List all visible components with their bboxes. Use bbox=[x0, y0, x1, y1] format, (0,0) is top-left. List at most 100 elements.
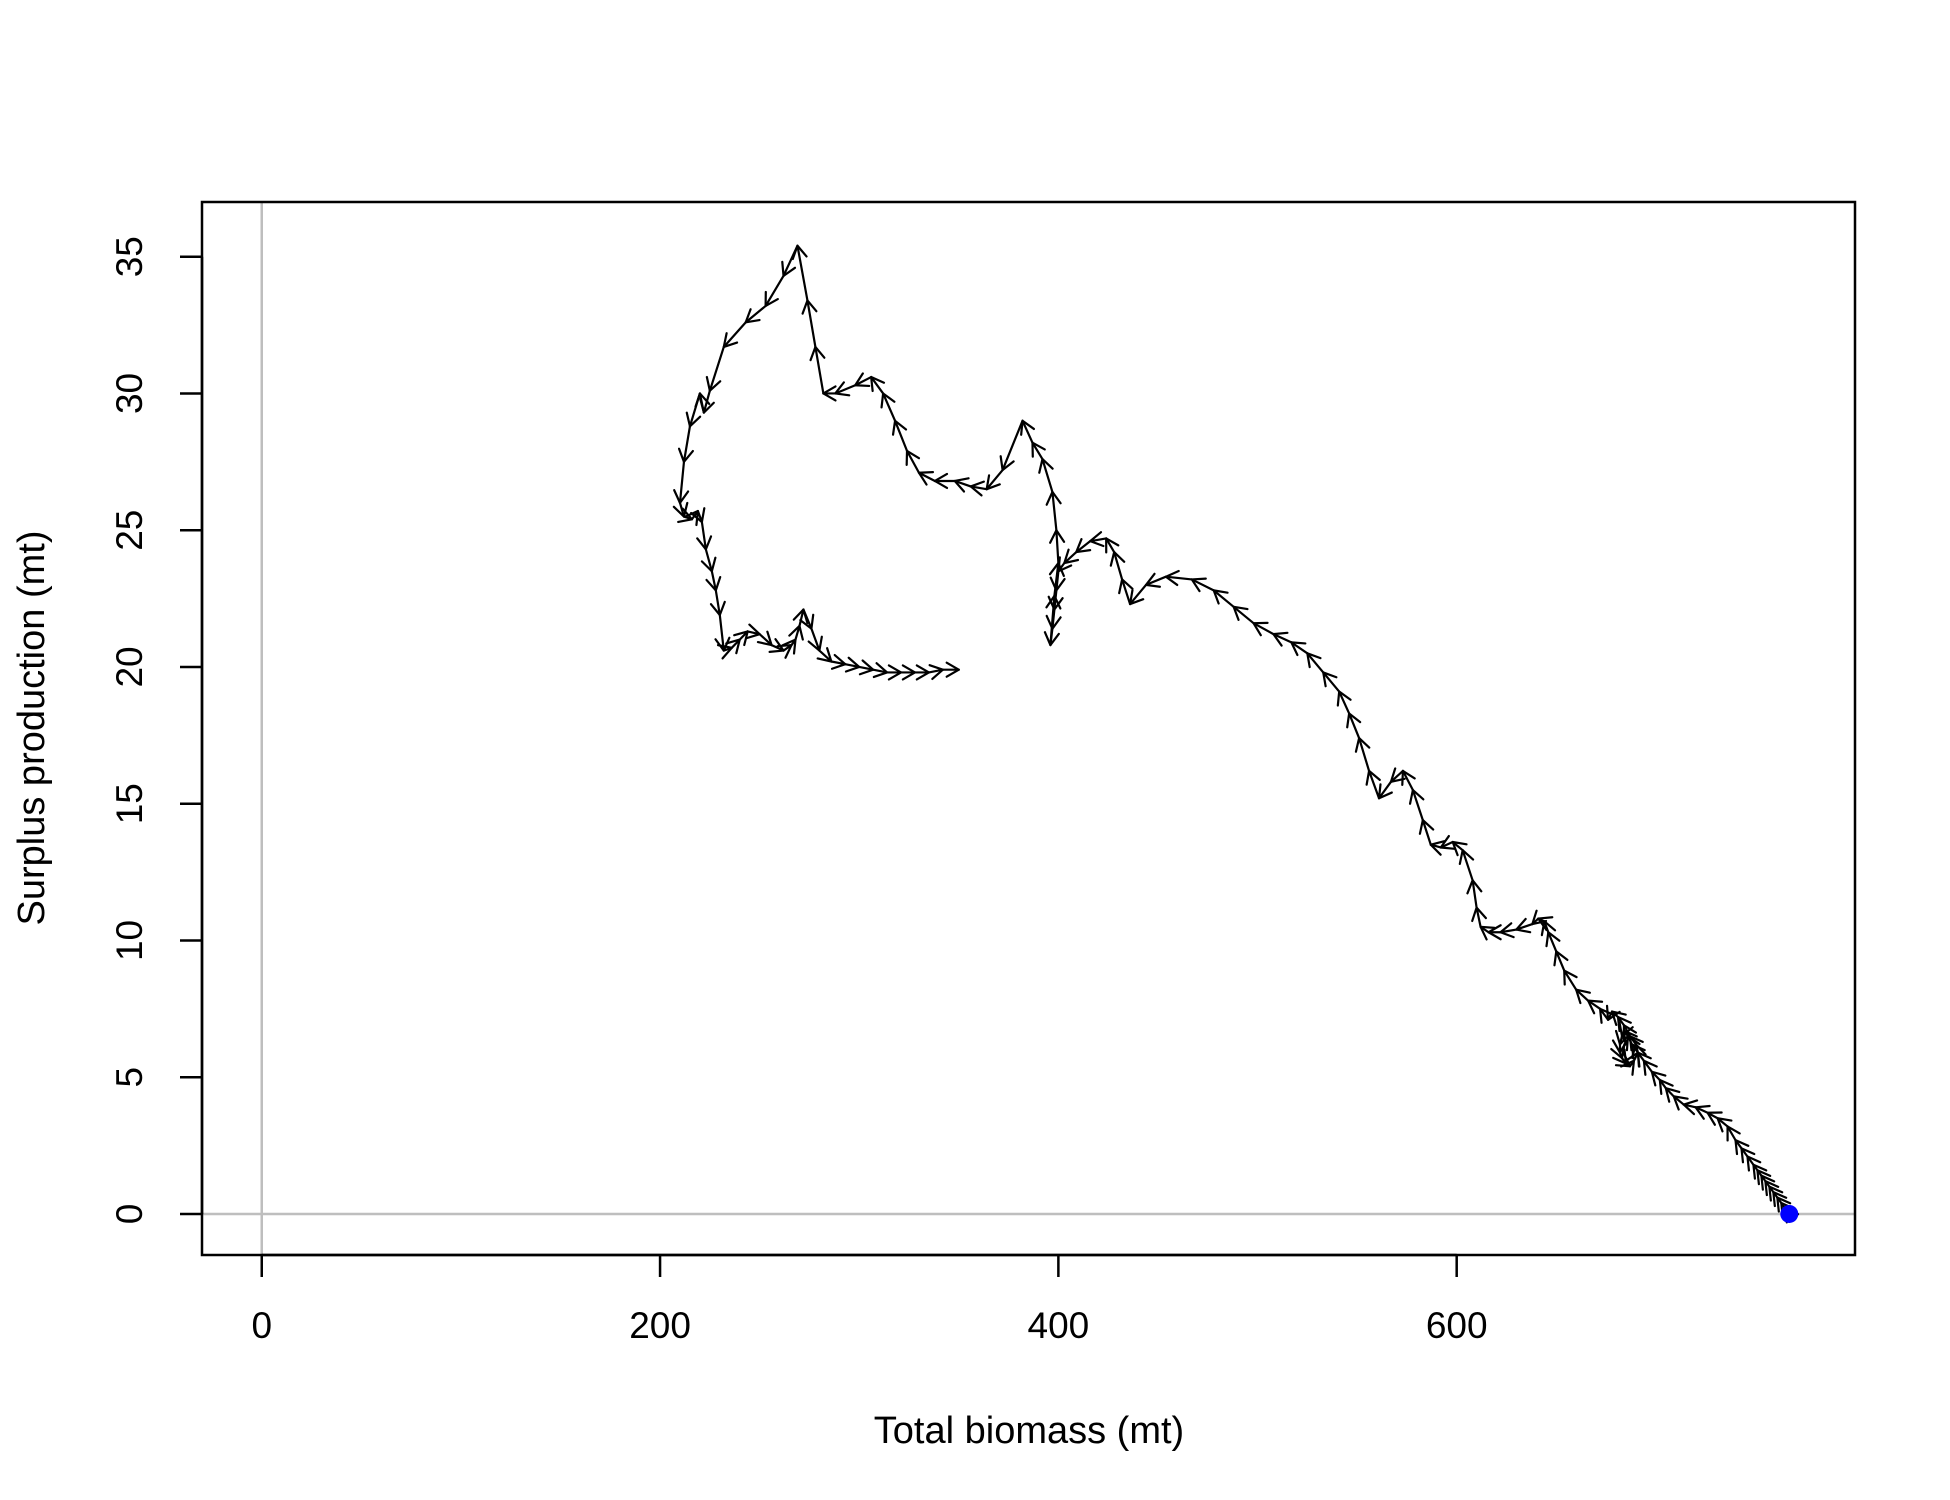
arrow-shaft bbox=[744, 304, 767, 324]
trajectory-arrow bbox=[822, 385, 837, 402]
arrow-shaft bbox=[818, 649, 833, 663]
trajectory-arrow bbox=[801, 299, 818, 349]
trajectory-arrow bbox=[858, 659, 875, 676]
trajectory-arrow bbox=[781, 244, 799, 277]
trajectory-arrow bbox=[677, 425, 694, 463]
arrow-shaft bbox=[698, 392, 705, 414]
trajectory-arrow bbox=[905, 449, 921, 474]
trajectory-arrow bbox=[745, 623, 761, 640]
trajectory-arrow bbox=[1252, 621, 1275, 637]
arrow-shaft bbox=[806, 299, 817, 349]
arrow-shaft bbox=[1105, 537, 1116, 554]
trajectory-arrow bbox=[1694, 1104, 1711, 1120]
trajectory-arrow bbox=[1377, 780, 1393, 800]
trajectory-arrow bbox=[1144, 572, 1168, 588]
arrow-shaft bbox=[870, 375, 885, 395]
arrow-shaft bbox=[1401, 769, 1414, 792]
trajectory-arrow bbox=[1458, 849, 1475, 882]
arrow-shaft bbox=[688, 392, 701, 428]
trajectory-arrow bbox=[705, 345, 725, 392]
trajectory-arrow bbox=[1336, 690, 1352, 715]
x-axis: 0 200 400 600 bbox=[251, 1253, 1488, 1346]
trajectory-arrow bbox=[844, 656, 861, 673]
trajectory-arrow bbox=[999, 419, 1024, 472]
arrow-shaft bbox=[1232, 605, 1255, 625]
arrow-shaft bbox=[1471, 879, 1478, 909]
arrow-shaft bbox=[1041, 457, 1054, 494]
trajectory-arrow bbox=[807, 627, 823, 652]
trajectory-arrow bbox=[1401, 769, 1416, 792]
arrow-shaft bbox=[1642, 1059, 1653, 1073]
trajectory-arrow bbox=[1038, 457, 1054, 494]
trajectory-arrow bbox=[791, 244, 809, 302]
trajectory-arrow bbox=[1049, 529, 1066, 565]
arrow-shaft bbox=[953, 479, 972, 488]
arrow-shaft bbox=[1164, 575, 1193, 581]
arrow-shaft bbox=[782, 244, 799, 277]
trajectory-arrow bbox=[788, 624, 804, 641]
arrow-shaft bbox=[1411, 788, 1424, 822]
y-tick-label: 30 bbox=[109, 373, 150, 414]
start-point-marker bbox=[1780, 1204, 1799, 1223]
trajectory-arrow bbox=[1089, 531, 1108, 548]
trajectory-arrow bbox=[700, 548, 717, 573]
trajectory-arrow bbox=[872, 662, 889, 679]
trajectory-arrow bbox=[1045, 490, 1062, 532]
trajectory-arrow bbox=[891, 419, 909, 452]
arrow-shaft bbox=[1515, 922, 1534, 931]
arrow-shaft bbox=[1563, 969, 1578, 991]
arrow-shaft bbox=[1021, 419, 1034, 444]
y-axis: 0 5 10 15 20 25 30 35 bbox=[109, 236, 204, 1225]
arrow-shaft bbox=[1051, 490, 1058, 532]
arrow-shaft bbox=[830, 660, 847, 666]
x-tick-label: 600 bbox=[1426, 1305, 1488, 1346]
trajectory-arrow bbox=[696, 520, 713, 551]
arrow-shaft bbox=[1598, 1007, 1610, 1021]
arrow-shaft bbox=[714, 589, 721, 617]
trajectory-arrow bbox=[1232, 605, 1255, 625]
plot-frame bbox=[200, 200, 1857, 1257]
arrow-shaft bbox=[1190, 578, 1215, 592]
arrow-shaft bbox=[1377, 780, 1393, 800]
trajectory-arrow bbox=[953, 477, 972, 493]
y-tick-label: 0 bbox=[109, 1204, 150, 1225]
arrow-shaft bbox=[1113, 550, 1124, 581]
trajectory-arrow bbox=[1063, 548, 1080, 565]
trajectory-series bbox=[672, 244, 1800, 1224]
trajectory-arrow bbox=[899, 664, 917, 681]
trajectory-arrow bbox=[1418, 819, 1435, 846]
trajectory-arrow bbox=[1075, 537, 1092, 554]
arrow-shaft bbox=[1121, 578, 1132, 606]
start-point-layer bbox=[1780, 1204, 1799, 1223]
trajectory-arrow bbox=[709, 589, 726, 617]
arrow-shaft bbox=[1290, 641, 1309, 655]
arrow-shaft bbox=[1726, 1125, 1737, 1142]
trajectory-arrow bbox=[1726, 1125, 1741, 1142]
trajectory-arrow bbox=[880, 392, 897, 422]
trajectory-arrow bbox=[1020, 419, 1036, 444]
y-tick-label: 15 bbox=[109, 783, 150, 824]
arrow-shaft bbox=[700, 520, 707, 551]
trajectory-arrow bbox=[834, 381, 857, 397]
arrow-shaft bbox=[1049, 594, 1056, 647]
arrow-shaft bbox=[794, 624, 801, 641]
arrow-shaft bbox=[1001, 419, 1024, 472]
series-trajectory bbox=[672, 244, 1800, 1224]
arrow-shaft bbox=[1031, 441, 1044, 461]
arrow-shaft bbox=[1063, 550, 1078, 565]
trajectory-arrow bbox=[870, 375, 886, 395]
trajectory-arrow bbox=[1306, 652, 1325, 674]
trajectory-arrow bbox=[927, 664, 944, 680]
arrow-shaft bbox=[969, 485, 988, 491]
arrow-shaft bbox=[1475, 906, 1482, 928]
trajectory-arrow bbox=[809, 345, 826, 395]
trajectory-arrow bbox=[830, 653, 847, 670]
y-axis-title: Surplus production (mt) bbox=[11, 531, 53, 926]
arrow-shaft bbox=[1499, 928, 1518, 934]
x-tick-label: 0 bbox=[251, 1305, 272, 1346]
trajectory-arrow bbox=[1346, 712, 1362, 740]
trajectory-arrow bbox=[1164, 569, 1193, 587]
arrow-shaft bbox=[905, 449, 921, 474]
arrow-shaft bbox=[1357, 736, 1371, 772]
